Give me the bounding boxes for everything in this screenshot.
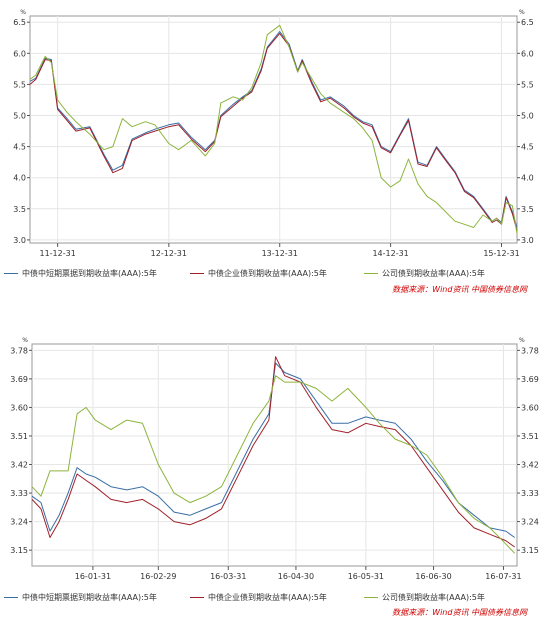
legend-label-s1: 中债中短期票据到期收益率(AAA):5年 <box>22 593 157 602</box>
series-line-1 <box>29 31 518 228</box>
y-tick-label-left: 3.51 <box>10 432 28 441</box>
x-tick-label: 16-07-31 <box>485 572 521 581</box>
x-tick-label: 16-02-29 <box>140 572 176 581</box>
series-line-2 <box>31 356 515 548</box>
legend-item-s2: 中债企业债到期收益率(AAA):5年 <box>190 268 327 279</box>
plot-area <box>29 15 518 244</box>
y-tick-label-right: 3.15 <box>521 546 539 555</box>
series-line-1 <box>31 362 515 538</box>
y-tick-label-right: 4.5 <box>521 143 534 152</box>
source-note-bottom: 数据来源：Wind资讯 中国债券信息网 <box>392 608 527 617</box>
y-tick-label-left: 4.0 <box>13 174 26 183</box>
y-tick-label-left: 3.0 <box>13 236 26 245</box>
legend-label-s2: 中债企业债到期收益率(AAA):5年 <box>208 593 327 602</box>
y-tick-label-left: 3.78 <box>10 346 28 355</box>
legend-item-s3: 公司债到期收益率(AAA):5年 <box>364 592 485 603</box>
y-tick-label-left: 3.33 <box>10 489 28 498</box>
legend-label-s3: 公司债到期收益率(AAA):5年 <box>382 593 485 602</box>
series-line-3 <box>31 375 516 554</box>
y-tick-label-left: 3.15 <box>10 546 28 555</box>
y-tick-label-right: 4.0 <box>521 174 534 183</box>
x-tick-label: 16-04-30 <box>278 572 314 581</box>
y-tick-label-left: 3.42 <box>10 461 28 470</box>
y-tick-label-right: 3.24 <box>521 518 539 527</box>
legend-item-s3: 公司债到期收益率(AAA):5年 <box>364 268 485 279</box>
legend-swatch-s3 <box>364 597 378 598</box>
x-tick-label: 12-12-31 <box>151 249 187 258</box>
y-tick-label-right: 3.60 <box>521 403 539 412</box>
y-tick-label-right: 3.33 <box>521 489 539 498</box>
y-tick-label-right: 3.42 <box>521 461 539 470</box>
y-tick-label-left: 6.0 <box>13 49 26 58</box>
y-unit-label-right: % <box>519 337 525 344</box>
x-tick-label: 16-03-31 <box>210 572 246 581</box>
y-tick-label-right: 3.5 <box>521 205 534 214</box>
y-tick-label-left: 3.69 <box>10 375 28 384</box>
x-tick-label: 16-06-30 <box>415 572 451 581</box>
legend-swatch-s3 <box>364 273 378 274</box>
y-unit-label-left: % <box>22 337 28 344</box>
legend-swatch-s2 <box>190 273 204 274</box>
y-tick-label-right: 3.78 <box>521 346 539 355</box>
legend-top: 中债中短期票据到期收益率(AAA):5年 中债企业债到期收益率(AAA):5年 … <box>0 268 547 282</box>
y-tick-label-left: 3.60 <box>10 403 28 412</box>
legend-item-s1: 中债中短期票据到期收益率(AAA):5年 <box>4 268 157 279</box>
series-line-3 <box>29 24 518 234</box>
x-tick-label: 11-12-31 <box>39 249 75 258</box>
y-tick-label-right: 6.0 <box>521 49 534 58</box>
y-tick-label-left: 5.5 <box>13 80 26 89</box>
y-tick-label-left: 3.24 <box>10 518 28 527</box>
y-tick-label-right: 3.51 <box>521 432 539 441</box>
legend-label-s2: 中债企业债到期收益率(AAA):5年 <box>208 269 327 278</box>
source-note-top: 数据来源：Wind资讯 中国债券信息网 <box>392 285 527 294</box>
legend-item-s2: 中债企业债到期收益率(AAA):5年 <box>190 592 327 603</box>
legend-bottom: 中债中短期票据到期收益率(AAA):5年 中债企业债到期收益率(AAA):5年 … <box>0 592 547 606</box>
legend-item-s1: 中债中短期票据到期收益率(AAA):5年 <box>4 592 157 603</box>
x-tick-label: 14-12-31 <box>372 249 408 258</box>
x-tick-label: 16-05-31 <box>348 572 384 581</box>
legend-swatch-s2 <box>190 597 204 598</box>
y-unit-label-right: % <box>519 9 525 16</box>
y-tick-label-left: 3.5 <box>13 205 26 214</box>
chart-bottom: 3.15 3.15 3.24 3.24 3.33 3.33 3.42 3.42 3.51 3.51… <box>10 337 539 581</box>
y-tick-label-right: 3.0 <box>521 236 534 245</box>
legend-label-s3: 公司债到期收益率(AAA):5年 <box>382 269 485 278</box>
legend-swatch-s1 <box>4 273 18 274</box>
legend-label-s1: 中债中短期票据到期收益率(AAA):5年 <box>22 269 157 278</box>
y-tick-label-left: 4.5 <box>13 143 26 152</box>
x-tick-label: 13-12-31 <box>262 249 298 258</box>
y-tick-label-right: 3.69 <box>521 375 539 384</box>
x-tick-label: 16-01-31 <box>75 572 111 581</box>
y-tick-label-left: 6.5 <box>13 18 26 27</box>
y-unit-label-left: % <box>20 9 26 16</box>
y-tick-label-left: 5.0 <box>13 112 26 121</box>
y-tick-label-right: 5.0 <box>521 112 534 121</box>
plot-area <box>31 343 518 567</box>
legend-swatch-s1 <box>4 597 18 598</box>
x-tick-label: 15-12-31 <box>483 249 519 258</box>
y-tick-label-right: 6.5 <box>521 18 534 27</box>
y-tick-label-right: 5.5 <box>521 80 534 89</box>
chart-top: 3.0 3.0 3.5 3.5 4.0 4.0 4.5 4.5 5.0 5.0 5.5 5.5 6.0 6… <box>13 9 534 258</box>
